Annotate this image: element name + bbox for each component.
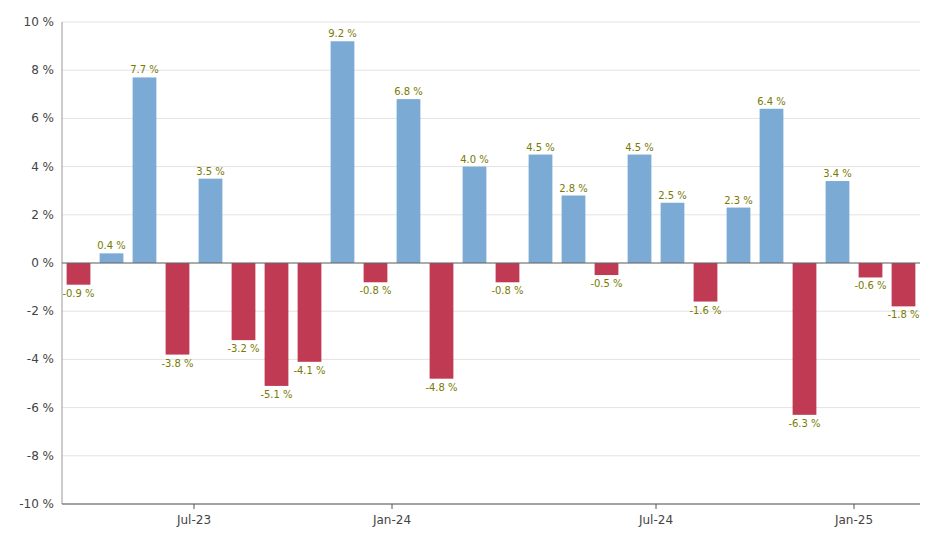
bar [430, 263, 454, 379]
data-label: -0.6 % [854, 280, 886, 291]
bar [694, 263, 718, 302]
y-tick-label: -10 % [19, 497, 54, 511]
data-label: -0.8 % [491, 285, 523, 296]
y-tick-label: 2 % [31, 208, 54, 222]
data-label: -4.1 % [293, 365, 325, 376]
data-label: -0.5 % [590, 278, 622, 289]
bar [364, 263, 388, 282]
bar [562, 196, 586, 263]
bar [100, 253, 124, 263]
data-label: -0.8 % [359, 285, 391, 296]
data-label: -6.3 % [788, 418, 820, 429]
data-label: 0.4 % [97, 240, 126, 251]
x-tick-label: Jul-24 [638, 513, 673, 527]
x-tick [656, 504, 657, 509]
data-label: 7.7 % [130, 64, 159, 75]
bar [397, 99, 421, 263]
grid-line [62, 214, 920, 215]
bar [331, 41, 355, 263]
bar [496, 263, 520, 282]
grid-line [62, 455, 920, 456]
y-tick-label: -8 % [27, 449, 54, 463]
grid-line [62, 118, 920, 119]
x-tick [392, 504, 393, 509]
bar [67, 263, 91, 285]
data-label: -1.8 % [887, 309, 919, 320]
data-label: 4.5 % [526, 142, 555, 153]
x-tick-label: Jan-24 [372, 513, 411, 527]
data-label: -4.8 % [425, 382, 457, 393]
y-tick-label: -4 % [27, 352, 54, 366]
bar [793, 263, 817, 415]
data-label: -3.8 % [161, 358, 193, 369]
grid [62, 22, 920, 504]
y-tick-label: -6 % [27, 401, 54, 415]
bar [859, 263, 883, 277]
bar [628, 155, 652, 263]
y-tick-label: 4 % [31, 160, 54, 174]
grid-line [62, 263, 920, 264]
grid-line [62, 70, 920, 71]
chart: -10 % -8 % -6 % -4 % -2 % 0 % 2 % 4 % 6 % 8 % 10 %… [0, 0, 940, 550]
bar [826, 181, 850, 263]
x-tick [854, 504, 855, 509]
baseline [62, 263, 920, 264]
grid-line [62, 22, 920, 23]
data-label: 2.5 % [658, 190, 687, 201]
data-label: -3.2 % [227, 343, 259, 354]
data-label: 4.0 % [460, 154, 489, 165]
y-tick-label: 8 % [31, 63, 54, 77]
data-label: 2.3 % [724, 195, 753, 206]
bar [760, 109, 784, 263]
data-label: -0.9 % [62, 288, 94, 299]
bar [232, 263, 256, 340]
bar [463, 167, 487, 263]
grid-line [62, 407, 920, 408]
data-label: 3.5 % [196, 166, 225, 177]
grid-line [62, 166, 920, 167]
data-label: 4.5 % [625, 142, 654, 153]
bar [595, 263, 619, 275]
bar [892, 263, 916, 306]
data-label: 3.4 % [823, 168, 852, 179]
grid-line [62, 504, 920, 505]
data-label: 6.4 % [757, 96, 786, 107]
bar [661, 203, 685, 263]
data-label: -5.1 % [260, 389, 292, 400]
x-tick [194, 504, 195, 509]
data-label: 2.8 % [559, 183, 588, 194]
grid-line [62, 311, 920, 312]
y-tick-label: 10 % [24, 15, 55, 29]
bar [298, 263, 322, 362]
bar [529, 155, 553, 263]
data-label: 6.8 % [394, 86, 423, 97]
x-tick-label: Jul-23 [176, 513, 211, 527]
bar [265, 263, 289, 386]
data-label: -1.6 % [689, 305, 721, 316]
y-tick-label: 6 % [31, 111, 54, 125]
bars [67, 41, 916, 415]
data-label: 9.2 % [328, 28, 357, 39]
bar [166, 263, 190, 355]
bar [133, 77, 157, 263]
x-axis-line [62, 504, 920, 505]
bar [199, 179, 223, 263]
y-tick-label: 0 % [31, 256, 54, 270]
y-tick-label: -2 % [27, 304, 54, 318]
bar [727, 208, 751, 263]
x-tick-label: Jan-25 [834, 513, 873, 527]
